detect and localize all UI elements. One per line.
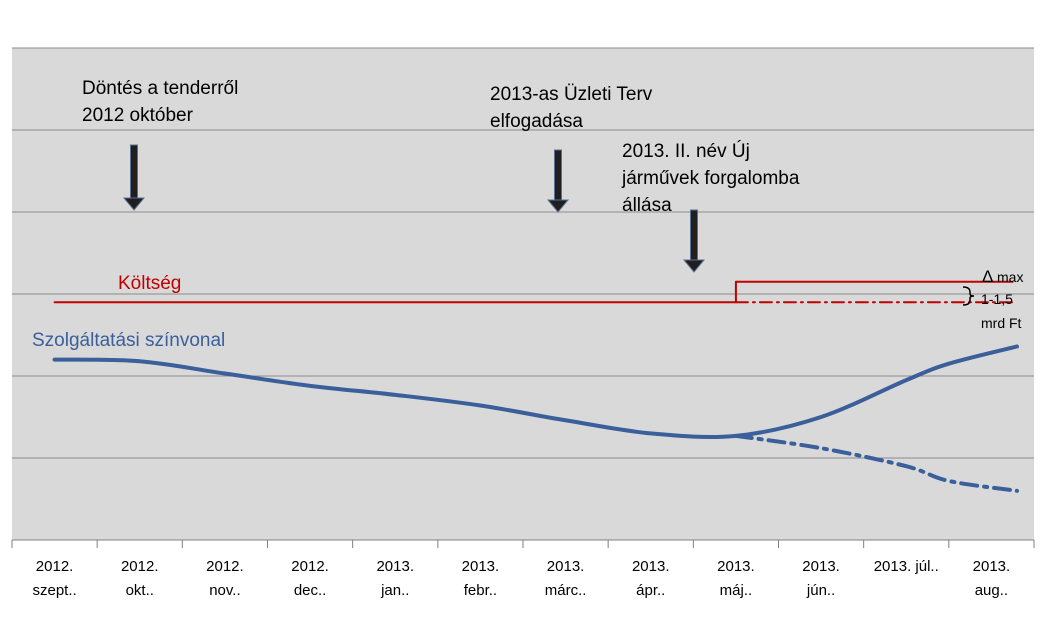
x-tick-label: 2012. nov.. [206,558,244,599]
series-group: Költség Szolgáltatási színvonal [32,273,1019,493]
x-tick-label: 2013. jan.. [376,558,414,599]
x-tick-label: 2013. febr.. [462,558,500,599]
down-arrow-icon [682,209,706,273]
x-tick-label: 2013. júl.. [874,558,939,575]
x-tick-label: 2013. ápr.. [632,558,670,599]
brace-icon [962,286,975,306]
delta-label-line: max [997,269,1023,285]
x-tick-label: 2012. dec.. [291,558,329,599]
series-line-0 [53,280,1014,304]
x-tick-label: 2013. márc.. [545,558,587,599]
down-arrow-icon [546,149,570,213]
x-tick-label: 2013. máj.. [717,558,755,599]
x-tick-label: 2012. szept.. [32,558,76,599]
x-axis: 2012. szept.. 2012. okt.. 2012. nov.. 2012. dec… [11,539,1035,599]
x-tick-label: 2013. aug.. [973,558,1011,599]
x-tick-label: 2013. jún.. [802,558,840,599]
delta-label-line: mrd Ft [981,315,1022,331]
annotations: Döntés a tenderről 2012 október 2013-as Üz… [82,78,800,273]
series-line-projection-3 [733,433,1019,493]
annotation-text: 2013-as Üzleti Terv elfogadása [490,84,653,132]
x-tick-label: 2012. okt.. [121,558,159,599]
series-label-szolgaltatasi: Szolgáltatási színvonal [32,330,225,351]
annotation-text: Döntés a tenderről 2012 október [82,78,238,126]
delta-label-line: 1-1,5 [981,291,1013,307]
annotation-text: 2013. II. név Új járművek forgalomba állás… [621,140,800,216]
delta-symbol: Δ [982,267,993,286]
series-line-2 [52,344,1019,440]
series-label-koltseg: Költség [118,273,181,294]
down-arrow-icon [122,144,146,211]
